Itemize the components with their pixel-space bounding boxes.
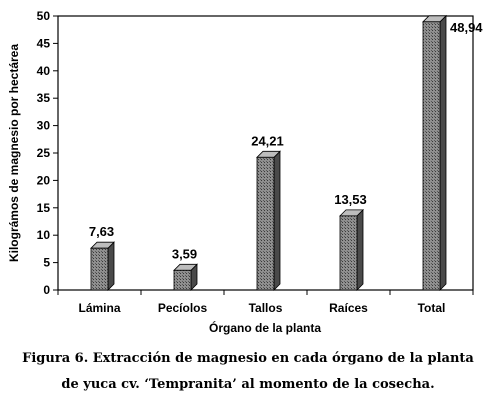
x-tick-label: Raíces bbox=[329, 301, 368, 315]
bar bbox=[90, 247, 109, 291]
y-tick-label: 15 bbox=[37, 201, 51, 215]
y-tick-label: 0 bbox=[43, 283, 50, 297]
data-label: 13,53 bbox=[334, 192, 367, 207]
caption-line-1: Figura 6. Extracción de magnesio en cada… bbox=[22, 351, 474, 366]
y-tick-label: 30 bbox=[37, 119, 51, 133]
y-tick-label: 35 bbox=[37, 91, 51, 105]
bar-side bbox=[273, 150, 281, 291]
x-axis-label: Órgano de la planta bbox=[209, 320, 321, 335]
bar-side bbox=[107, 241, 115, 291]
y-tick-label: 10 bbox=[37, 228, 51, 242]
y-tick-label: 40 bbox=[37, 64, 51, 78]
x-tick-label: Pecíolos bbox=[158, 301, 208, 315]
y-tick-label: 20 bbox=[37, 173, 51, 187]
bar-side bbox=[356, 208, 364, 291]
data-label: 7,63 bbox=[89, 224, 114, 239]
x-tick-label: Total bbox=[418, 301, 446, 315]
x-tick-label: Tallos bbox=[249, 301, 283, 315]
x-tick-label: Lámina bbox=[78, 301, 120, 315]
y-tick-label: 45 bbox=[37, 36, 51, 50]
y-axis-label: Kilográmos de magnesio por hectárea bbox=[7, 44, 21, 262]
data-label: 3,59 bbox=[172, 246, 197, 261]
bar bbox=[339, 215, 358, 291]
bar-chart: 0 5 10 15 20 25 30 35 40 45 50 7,63 Lámina 3,59 Pecíol… bbox=[7, 9, 483, 335]
y-tick-label: 25 bbox=[37, 146, 51, 160]
caption-line-2: de yuca cv. ‘Tempranita’ al momento de l… bbox=[61, 377, 435, 392]
data-label: 48,94 bbox=[450, 20, 483, 35]
bar bbox=[422, 21, 441, 291]
y-tick-label: 5 bbox=[43, 256, 50, 270]
data-label: 24,21 bbox=[251, 133, 284, 148]
bar-side bbox=[439, 14, 447, 291]
figure-caption: Figura 6. Extracción de magnesio en cada… bbox=[0, 346, 496, 398]
y-tick-label: 50 bbox=[37, 9, 51, 23]
bar bbox=[173, 269, 192, 291]
bar bbox=[256, 156, 275, 291]
